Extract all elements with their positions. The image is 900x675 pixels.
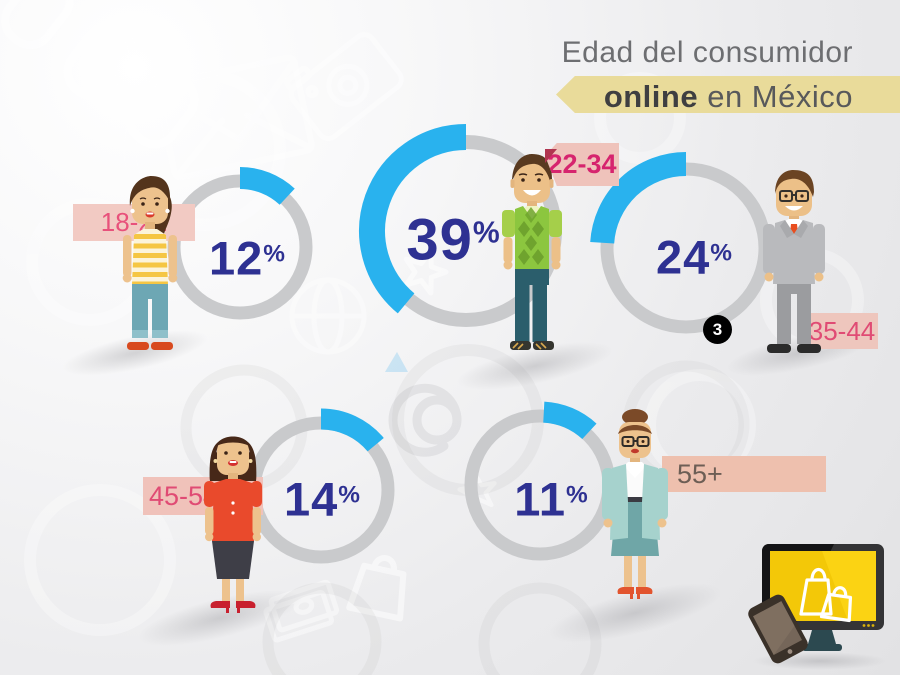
woman-45-54-illustration bbox=[204, 436, 262, 613]
title-ribbon bbox=[556, 76, 900, 113]
online-shopping-devices-icon bbox=[748, 544, 884, 664]
red-blouse bbox=[212, 479, 254, 541]
girl-18-21-illustration bbox=[122, 176, 178, 350]
girl-hair bbox=[129, 176, 171, 206]
smartphone-icon bbox=[748, 594, 808, 664]
businessman-hair bbox=[775, 170, 814, 197]
right-heel bbox=[236, 601, 256, 608]
woman-55plus-illustration bbox=[602, 409, 668, 599]
suit-jacket bbox=[773, 220, 815, 284]
age-tag-55plus: 55+ bbox=[662, 456, 826, 492]
pencil-skirt bbox=[212, 541, 254, 579]
age-tag-35-44: 35-44 bbox=[806, 313, 878, 349]
glasses bbox=[779, 190, 809, 202]
percent-value-45-54: 14% bbox=[283, 472, 361, 526]
businessman-35-44-illustration bbox=[763, 170, 825, 353]
glasses bbox=[621, 436, 650, 447]
monitor-stand bbox=[808, 630, 836, 644]
percent-value-18-21: 12% bbox=[208, 231, 286, 285]
age-tag-fold bbox=[545, 149, 557, 163]
chain-doodle bbox=[1, 0, 199, 149]
cardigan-right bbox=[642, 464, 660, 540]
title-rest: en México bbox=[698, 79, 853, 114]
globe-doodle bbox=[289, 277, 367, 355]
shopping-bag-doodle bbox=[346, 555, 407, 622]
envelope-doodle bbox=[154, 54, 315, 181]
monitor-base bbox=[802, 644, 842, 651]
shopping-bags-icon bbox=[799, 567, 853, 623]
camera-doodle bbox=[284, 32, 404, 142]
blue-spark-doodle bbox=[385, 352, 408, 372]
title-online: online bbox=[603, 79, 699, 114]
percent-value-55plus: 11% bbox=[514, 472, 588, 526]
percent-value-35-44: 24% bbox=[655, 230, 733, 284]
title-line2: online en México bbox=[604, 79, 853, 115]
page-number-badge: 3 bbox=[703, 315, 732, 344]
at-sign-doodle bbox=[388, 383, 462, 457]
title-line1: Edad del consumidor bbox=[561, 36, 853, 69]
left-heel bbox=[210, 601, 230, 608]
